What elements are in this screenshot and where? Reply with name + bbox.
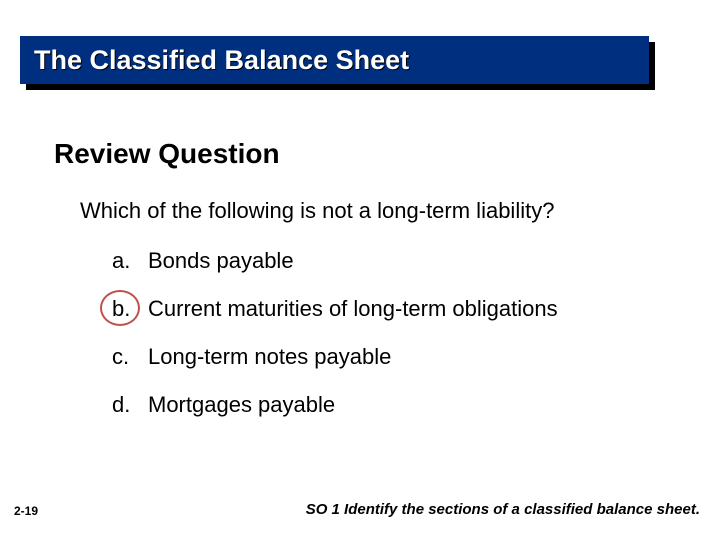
option-b: b. Current maturities of long-term oblig… — [112, 296, 652, 322]
option-text: Bonds payable — [148, 248, 652, 274]
option-letter: d. — [112, 392, 148, 418]
question-prompt: Which of the following is not a long-ter… — [80, 198, 554, 224]
subtitle-heading: Review Question — [54, 138, 280, 170]
options-list: a. Bonds payable b. Current maturities o… — [112, 248, 652, 440]
option-letter: b. — [112, 296, 148, 322]
title-bar: The Classified Balance Sheet — [20, 36, 655, 90]
footer-objective: SO 1 Identify the sections of a classifi… — [306, 501, 700, 518]
page-number: 2-19 — [14, 504, 38, 518]
slide-title: The Classified Balance Sheet — [34, 45, 409, 76]
option-c: c. Long-term notes payable — [112, 344, 652, 370]
option-letter: c. — [112, 344, 148, 370]
option-letter: a. — [112, 248, 148, 274]
option-d: d. Mortgages payable — [112, 392, 652, 418]
title-bar-front: The Classified Balance Sheet — [20, 36, 649, 84]
option-text: Long-term notes payable — [148, 344, 652, 370]
option-text: Current maturities of long-term obligati… — [148, 296, 652, 322]
option-a: a. Bonds payable — [112, 248, 652, 274]
option-text: Mortgages payable — [148, 392, 652, 418]
